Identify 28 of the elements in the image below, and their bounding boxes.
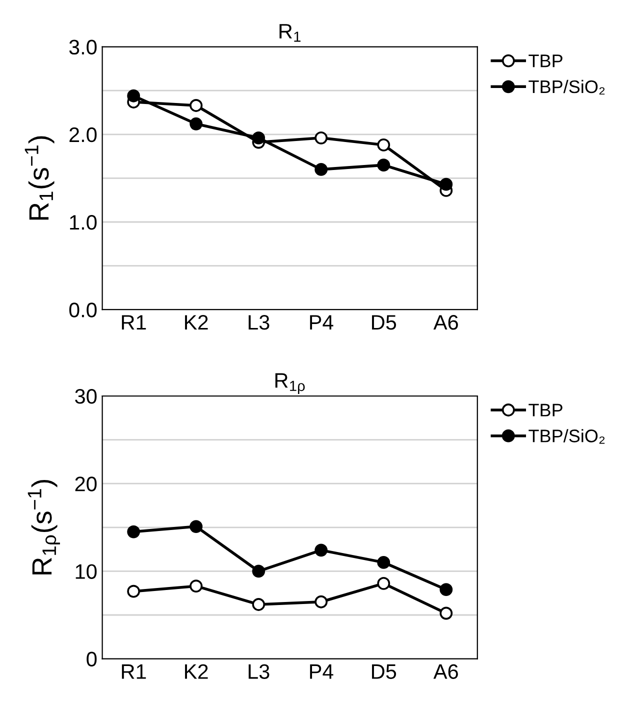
x-tick-label: D5 — [372, 664, 396, 679]
x-tick-label: D5 — [372, 315, 396, 330]
y-tick-label: 30 — [75, 389, 97, 404]
x-tick-label: P4 — [310, 315, 334, 330]
x-tick-label: K2 — [185, 315, 208, 330]
x-tick-label: K2 — [185, 664, 208, 679]
y-tick-label: 10 — [76, 564, 97, 579]
x-tick-label: A6 — [433, 315, 458, 330]
chart-title: R$_{1}$ — [280, 24, 301, 42]
y-tick-label: 3.0 — [69, 40, 97, 55]
y-tick-label: 2.0 — [70, 127, 97, 142]
x-tick-label: L3 — [248, 315, 270, 330]
y-axis-title: R$_{1ρ}$(s$^{−1}$) — [28, 480, 60, 574]
y-axis-title: R$_{1}$(s$^{−1}$) — [24, 136, 54, 220]
y-tick-label: 0 — [86, 652, 97, 667]
legend-label: TBP — [528, 404, 562, 416]
legend-label: TBP/SiO₂ — [528, 80, 605, 95]
legend-label: TBP/SiO₂ — [528, 429, 605, 444]
x-tick-label: R1 — [122, 664, 146, 679]
x-tick-label: A6 — [433, 664, 458, 679]
chart-title: R$_{1ρ}$ — [275, 373, 305, 394]
y-tick-label: 0.0 — [69, 302, 97, 318]
x-tick-label: P4 — [310, 664, 334, 679]
y-tick-label: 20 — [75, 476, 97, 492]
legend-label: TBP — [528, 54, 562, 68]
x-tick-label: L3 — [248, 664, 270, 679]
x-tick-label: R1 — [122, 315, 146, 330]
y-tick-label: 1.0 — [70, 215, 97, 230]
